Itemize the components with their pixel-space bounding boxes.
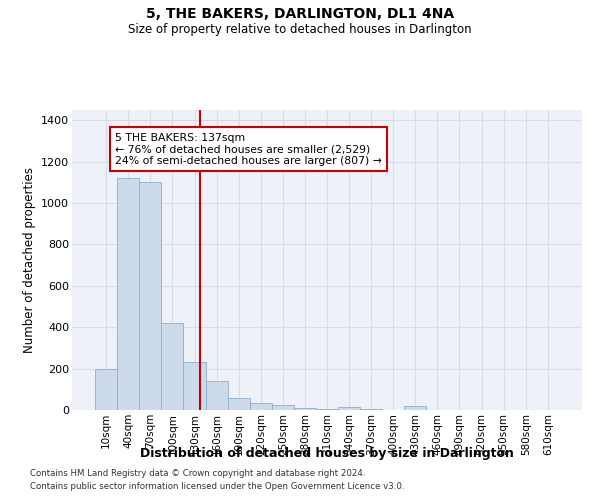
Text: Contains public sector information licensed under the Open Government Licence v3: Contains public sector information licen… xyxy=(30,482,404,491)
Bar xyxy=(184,362,206,410)
Bar xyxy=(95,368,117,410)
Bar xyxy=(294,408,316,410)
Bar xyxy=(227,398,250,410)
Bar xyxy=(316,409,338,410)
Bar xyxy=(139,182,161,410)
Y-axis label: Number of detached properties: Number of detached properties xyxy=(23,167,35,353)
Bar xyxy=(338,407,360,410)
Text: Contains HM Land Registry data © Crown copyright and database right 2024.: Contains HM Land Registry data © Crown c… xyxy=(30,468,365,477)
Bar xyxy=(250,403,272,410)
Text: Distribution of detached houses by size in Darlington: Distribution of detached houses by size … xyxy=(140,448,514,460)
Bar xyxy=(272,406,294,410)
Text: 5, THE BAKERS, DARLINGTON, DL1 4NA: 5, THE BAKERS, DARLINGTON, DL1 4NA xyxy=(146,8,454,22)
Bar xyxy=(360,409,382,410)
Bar xyxy=(206,381,227,410)
Text: Size of property relative to detached houses in Darlington: Size of property relative to detached ho… xyxy=(128,22,472,36)
Bar xyxy=(117,178,139,410)
Bar xyxy=(161,323,184,410)
Text: 5 THE BAKERS: 137sqm
← 76% of detached houses are smaller (2,529)
24% of semi-de: 5 THE BAKERS: 137sqm ← 76% of detached h… xyxy=(115,133,382,166)
Bar xyxy=(404,406,427,410)
